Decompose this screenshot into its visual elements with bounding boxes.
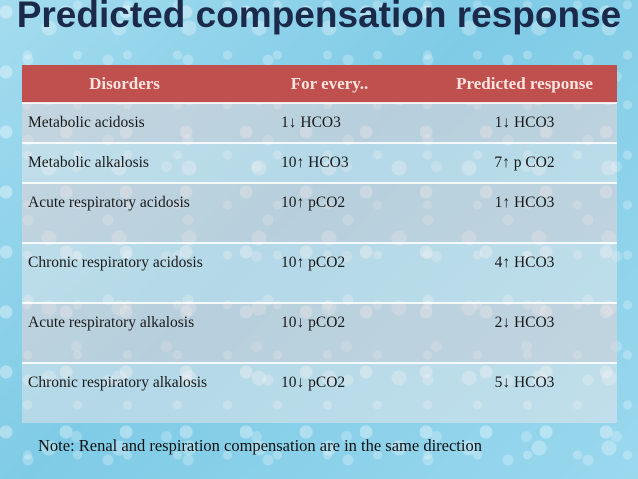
table-body: Metabolic acidosis 1↓ HCO3 1↓ HCO3 Metab… (22, 102, 617, 423)
response-cell: 1↑ HCO3 (432, 182, 617, 243)
response-cell: 7↑ p CO2 (432, 142, 617, 183)
header-for-every: For every.. (290, 73, 369, 93)
disorder-cell: Chronic respiratory acidosis (22, 242, 227, 303)
header-predicted-response: Predicted response (456, 73, 593, 93)
compensation-table-container: Disorders For every.. Predicted response… (22, 65, 617, 423)
footnote: Note: Renal and respiration compensation… (38, 436, 482, 455)
for-every-cell: 10↓ pCO2 (227, 302, 432, 363)
response-cell: 4↑ HCO3 (432, 242, 617, 303)
disorder-cell: Chronic respiratory alkalosis (22, 362, 227, 423)
for-every-cell: 10↑ HCO3 (227, 142, 432, 183)
header-disorders: Disorders (89, 73, 160, 93)
disorder-cell: Acute respiratory alkalosis (22, 302, 227, 363)
disorder-cell: Acute respiratory acidosis (22, 182, 227, 243)
for-every-cell: 1↓ HCO3 (227, 102, 432, 143)
table-header: Disorders For every.. Predicted response (22, 65, 617, 103)
disorder-cell: Metabolic acidosis (22, 102, 227, 143)
response-cell: 1↓ HCO3 (432, 102, 617, 143)
for-every-cell: 10↑ pCO2 (227, 242, 432, 303)
response-cell: 5↓ HCO3 (432, 362, 617, 423)
disorder-cell: Metabolic alkalosis (22, 142, 227, 183)
table-row: Chronic respiratory alkalosis 10↓ pCO2 5… (22, 362, 617, 423)
slide-title: Predicted compensation response (16, 0, 622, 35)
table-row: Metabolic alkalosis 10↑ HCO3 7↑ p CO2 (22, 142, 617, 183)
table-row: Acute respiratory acidosis 10↑ pCO2 1↑ H… (22, 182, 617, 243)
table-row: Chronic respiratory acidosis 10↑ pCO2 4↑… (22, 242, 617, 303)
table-row: Acute respiratory alkalosis 10↓ pCO2 2↓ … (22, 302, 617, 363)
for-every-cell: 10↓ pCO2 (227, 362, 432, 423)
table-row: Metabolic acidosis 1↓ HCO3 1↓ HCO3 (22, 102, 617, 143)
response-cell: 2↓ HCO3 (432, 302, 617, 363)
for-every-cell: 10↑ pCO2 (227, 182, 432, 243)
header-row: Disorders For every.. Predicted response (22, 65, 617, 103)
compensation-table: Disorders For every.. Predicted response… (22, 65, 617, 423)
